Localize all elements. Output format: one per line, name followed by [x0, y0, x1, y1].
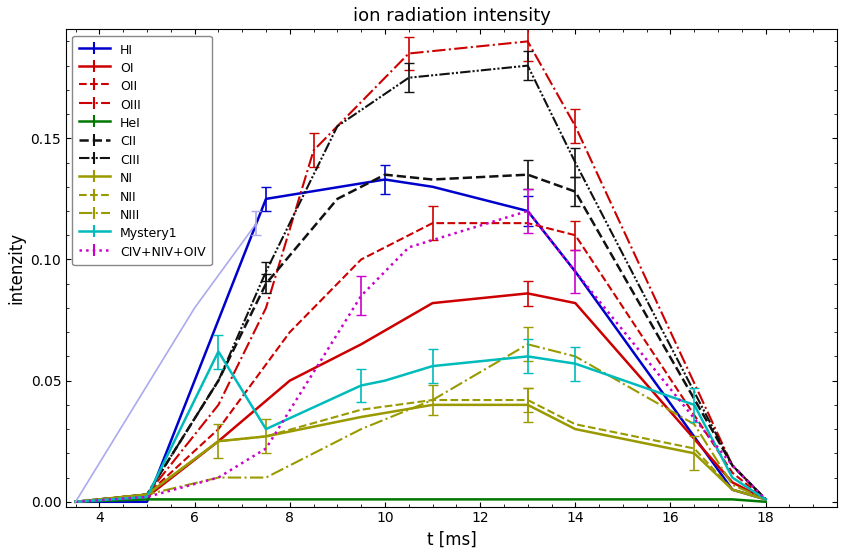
Y-axis label: intenzity: intenzity: [7, 232, 25, 304]
Legend: HI, OI, OII, OIII, HeI, CII, CIII, NI, NII, NIII, Mystery1, CIV+NIV+OIV: HI, OI, OII, OIII, HeI, CII, CIII, NI, N…: [73, 36, 212, 265]
Title: ion radiation intensity: ion radiation intensity: [353, 7, 550, 25]
X-axis label: t [ms]: t [ms]: [427, 531, 477, 549]
